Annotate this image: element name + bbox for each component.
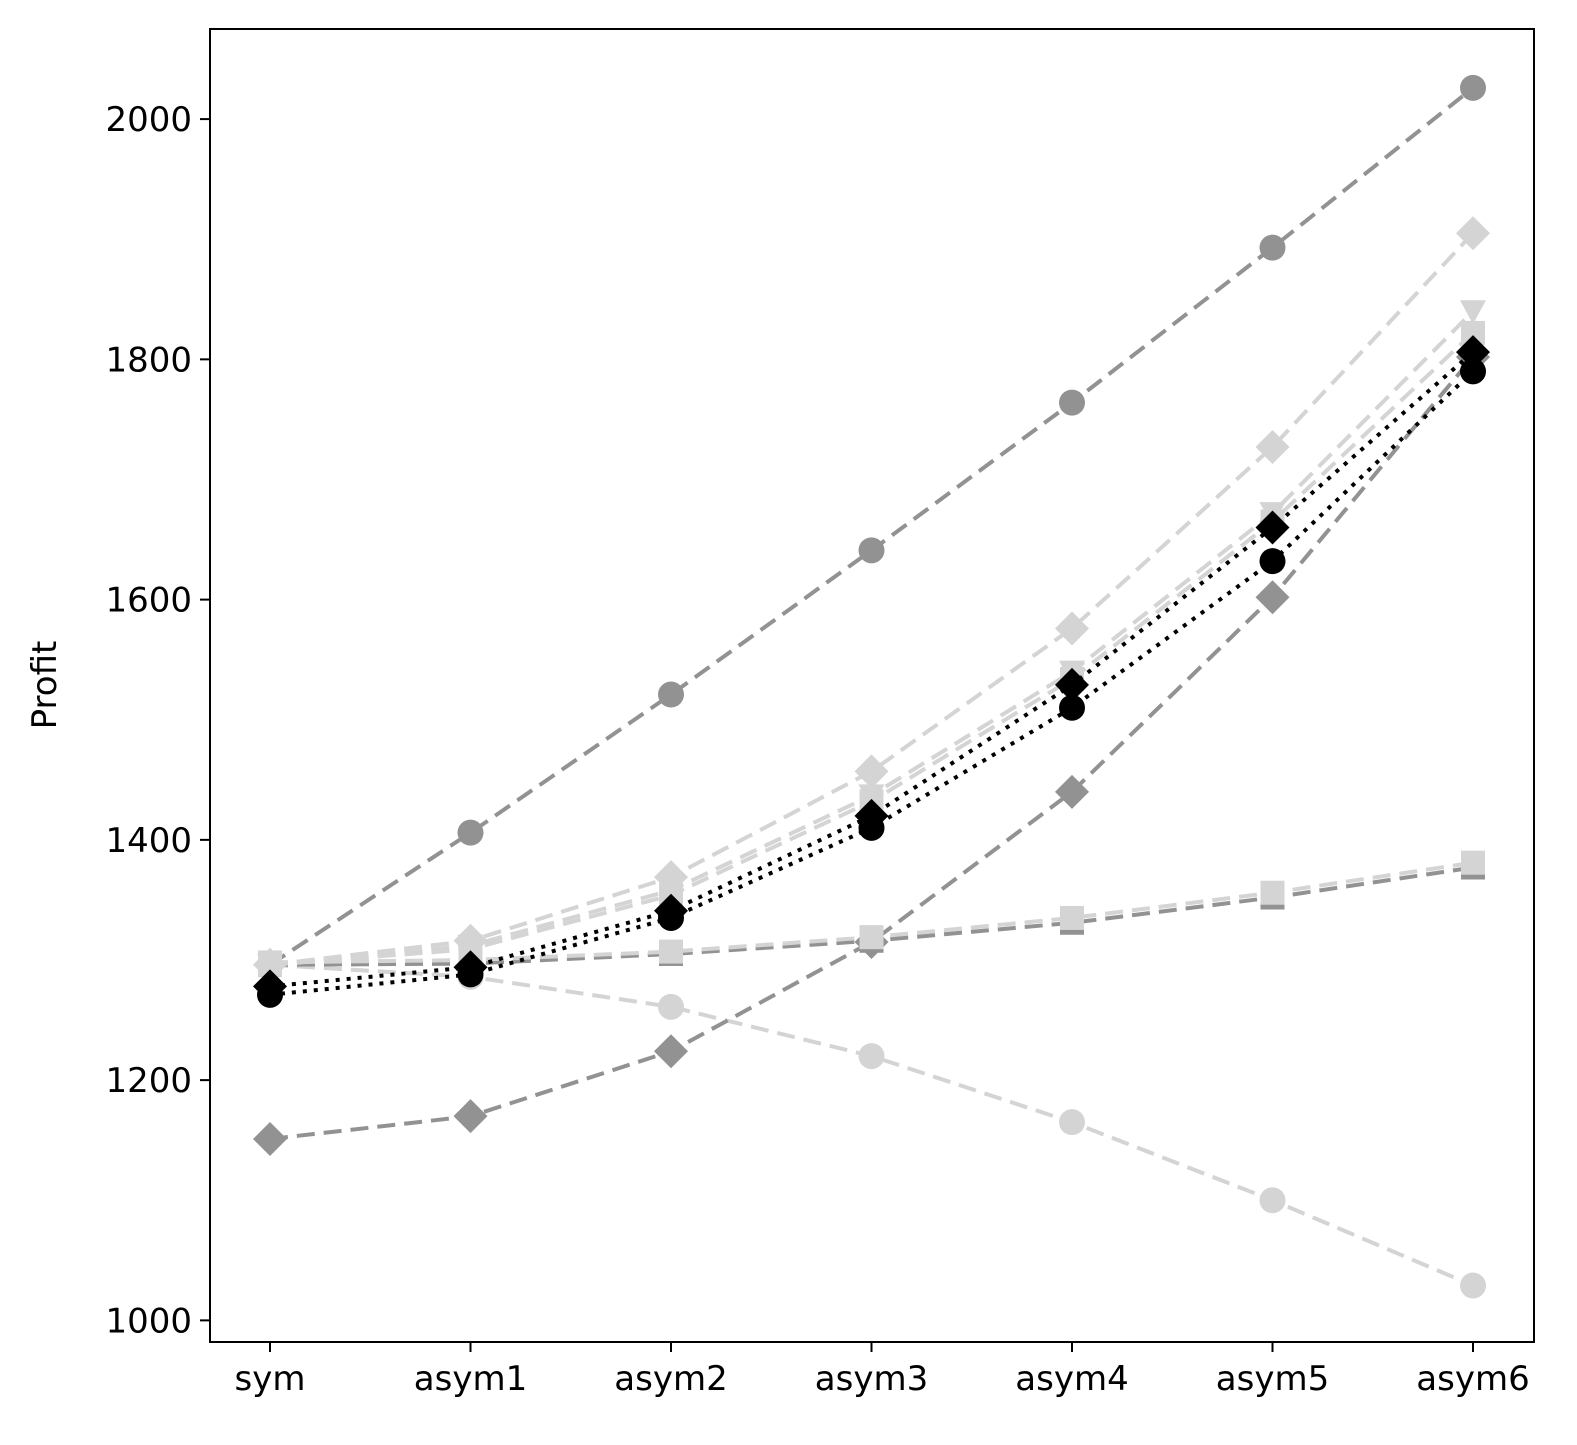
data-point: [1060, 905, 1084, 930]
data-point: [1460, 358, 1486, 385]
y-tick-label: 1600: [105, 581, 192, 621]
y-tick-label: 1000: [105, 1301, 192, 1341]
data-point: [1456, 335, 1490, 370]
data-point: [453, 950, 488, 985]
x-tick-label: asym5: [1216, 1359, 1329, 1399]
y-tick-label: 1800: [105, 340, 192, 380]
data-point: [253, 969, 287, 1004]
data-point: [457, 819, 484, 846]
data-point: [1059, 1109, 1085, 1136]
y-tick-label: 1200: [105, 1061, 192, 1101]
data-point: [658, 681, 684, 708]
data-point: [1055, 611, 1089, 646]
data-point: [659, 939, 683, 964]
x-tick-label: asym1: [414, 1359, 527, 1399]
x-tick-label: asym3: [815, 1359, 928, 1399]
data-point: [1255, 580, 1290, 615]
data-point: [1055, 774, 1089, 809]
data-point: [1260, 880, 1285, 905]
plot-background: [210, 29, 1534, 1342]
data-point: [453, 1099, 488, 1134]
data-point: [1259, 1187, 1286, 1214]
data-point: [854, 754, 889, 789]
x-tick-label: asym2: [614, 1359, 727, 1399]
y-tick-label: 1400: [105, 821, 192, 861]
data-point: [859, 925, 884, 950]
x-tick-label: asym6: [1416, 1359, 1529, 1399]
data-point: [858, 537, 885, 564]
data-point: [1259, 234, 1286, 261]
data-point: [1460, 1272, 1486, 1299]
data-point: [1059, 389, 1085, 416]
data-point: [858, 1043, 885, 1070]
y-axis-label: Profit: [25, 641, 65, 730]
data-point: [1059, 694, 1085, 721]
data-point: [1460, 74, 1486, 101]
x-tick-label: sym: [235, 1359, 306, 1399]
x-tick-label: asym4: [1015, 1359, 1128, 1399]
data-point: [1456, 216, 1490, 251]
data-point: [658, 993, 684, 1020]
data-point: [1255, 510, 1290, 545]
data-point: [654, 893, 688, 928]
data-point: [854, 798, 889, 833]
data-point: [1461, 850, 1485, 875]
data-point: [1055, 667, 1089, 702]
series-layer: [253, 74, 1490, 1299]
data-point: [654, 1034, 688, 1069]
y-tick-label: 2000: [105, 100, 192, 140]
series-10: [253, 335, 1490, 1004]
ticks-layer: sym asym1 asym2 asym3 asym4 asym5 asym6 1000 120…: [105, 100, 1529, 1399]
data-point: [1460, 300, 1486, 325]
data-point: [1255, 430, 1290, 465]
data-point: [1259, 548, 1286, 575]
data-point: [253, 1121, 287, 1156]
series-1: [257, 74, 1486, 978]
